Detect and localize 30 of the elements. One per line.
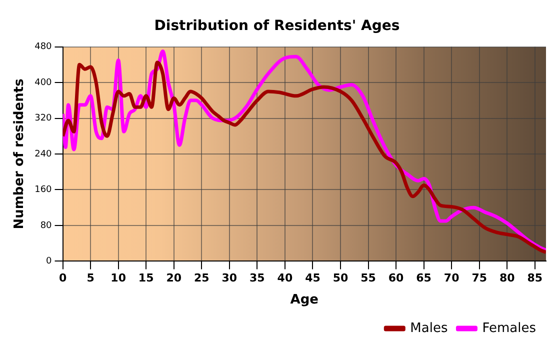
x-tick-label: 0 — [58, 272, 67, 285]
x-tick-label: 50 — [332, 272, 348, 285]
x-tick-label: 35 — [250, 272, 265, 285]
y-tick-label: 80 — [40, 220, 52, 231]
x-tick-label: 25 — [194, 272, 210, 285]
x-tick-label: 85 — [527, 272, 543, 285]
x-tick-label: 40 — [277, 272, 293, 285]
x-tick-label: 80 — [499, 272, 516, 285]
legend-label: Females — [482, 320, 536, 336]
y-tick-label: 400 — [34, 78, 52, 88]
x-tick-label: 20 — [166, 272, 182, 285]
x-axis-title: Age — [290, 292, 319, 308]
chart-title: Distribution of Residents' Ages — [154, 18, 400, 34]
y-tick-label: 160 — [34, 185, 52, 196]
y-axis-title: Number of residents — [12, 78, 28, 230]
x-tick-label: 30 — [222, 272, 238, 285]
y-tick-label: 240 — [34, 149, 52, 160]
x-tick-label: 5 — [86, 272, 94, 285]
x-tick-label: 75 — [472, 272, 488, 285]
y-tick-label: 320 — [34, 114, 52, 124]
x-tick-label: 55 — [360, 272, 376, 285]
legend-label: Males — [410, 320, 448, 336]
x-tick-label: 65 — [416, 272, 432, 285]
x-tick-label: 70 — [444, 272, 460, 285]
x-tick-label: 60 — [388, 272, 404, 285]
y-tick-label: 480 — [34, 42, 52, 52]
x-tick-label: 10 — [110, 272, 126, 285]
x-tick-label: 15 — [138, 272, 154, 285]
y-tick-label: 0 — [46, 256, 52, 267]
x-tick-label: 45 — [305, 272, 320, 285]
